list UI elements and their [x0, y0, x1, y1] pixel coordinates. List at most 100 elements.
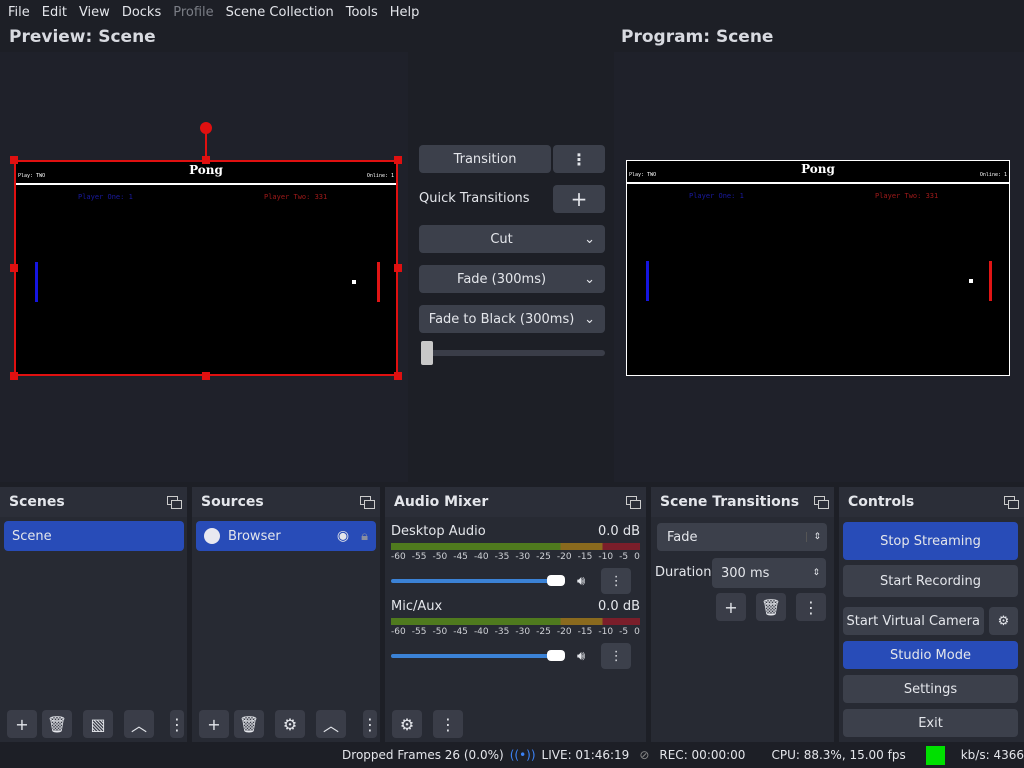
- resize-handle[interactable]: [202, 156, 210, 164]
- transition-options-button[interactable]: ⋮: [553, 145, 605, 173]
- exit-button[interactable]: Exit: [843, 709, 1018, 737]
- menu-scene-collection[interactable]: Scene Collection: [225, 4, 334, 20]
- duration-input[interactable]: 300 ms ⇕: [712, 558, 826, 588]
- source-item[interactable]: Browser ◉ 🔒︎: [196, 521, 376, 551]
- move-scene-up-button[interactable]: ︿: [124, 710, 154, 738]
- channel-menu-button[interactable]: ⋮: [601, 568, 632, 594]
- speaker-icon[interactable]: 🔊︎: [577, 573, 586, 589]
- quick-transition-cut[interactable]: Cut ⌄: [419, 225, 605, 253]
- filter-icon: ▧: [90, 714, 106, 734]
- meter-ticks: -60 -55 -50 -45 -40 -35 -30 -25 -20 -15 -10 -5 0: [391, 627, 640, 637]
- pong-score-p2: Player Two: 331: [875, 192, 939, 200]
- remove-transition-button[interactable]: 🗑: [756, 593, 786, 621]
- quick-transition-fade-black[interactable]: Fade to Black (300ms) ⌄: [419, 305, 605, 333]
- sources-more-button[interactable]: ⋮: [362, 710, 378, 738]
- resize-handle[interactable]: [10, 156, 18, 164]
- paddle-left: [35, 262, 38, 302]
- streaming-icon: ((•)): [509, 748, 536, 762]
- menu-tools[interactable]: Tools: [345, 4, 378, 20]
- virtual-camera-settings-button[interactable]: ⚙: [989, 607, 1018, 635]
- menu-profile[interactable]: Profile: [173, 4, 214, 20]
- menu-file[interactable]: File: [8, 4, 30, 20]
- volume-slider[interactable]: [391, 575, 565, 586]
- spin-icon[interactable]: ⇕: [812, 568, 820, 578]
- preview-title: Preview: Scene: [9, 27, 156, 47]
- rotation-handle[interactable]: [200, 122, 212, 134]
- add-quick-transition-button[interactable]: +: [553, 185, 605, 213]
- stop-streaming-button[interactable]: Stop Streaming: [843, 522, 1018, 560]
- source-properties-button[interactable]: ⚙: [275, 710, 305, 738]
- settings-button[interactable]: Settings: [843, 675, 1018, 703]
- undock-icon[interactable]: [167, 496, 182, 509]
- trash-icon: 🗑: [46, 714, 68, 734]
- eye-icon[interactable]: ◉: [336, 528, 350, 544]
- resize-handle[interactable]: [394, 264, 402, 272]
- audio-mixer-title: Audio Mixer: [394, 494, 489, 510]
- resize-handle[interactable]: [394, 372, 402, 380]
- menu-docks[interactable]: Docks: [121, 4, 162, 20]
- menu-view[interactable]: View: [78, 4, 110, 20]
- channel-menu-button[interactable]: ⋮: [601, 643, 632, 669]
- lock-icon[interactable]: 🔒︎: [361, 528, 368, 544]
- duration-label: Duration: [655, 565, 712, 580]
- plus-icon: +: [207, 714, 221, 734]
- remove-source-button[interactable]: 🗑: [234, 710, 264, 738]
- advanced-audio-button[interactable]: ⚙: [392, 710, 422, 738]
- transition-select[interactable]: Fade ⇕: [657, 523, 827, 551]
- menu-bar: File Edit View Docks Profile Scene Colle…: [0, 0, 1024, 24]
- status-bar: Dropped Frames 26 (0.0%) ((•)) LIVE: 01:…: [0, 742, 1024, 768]
- mixer-menu-button[interactable]: ⋮: [433, 710, 463, 738]
- pong-score-p1: Player One: 1: [78, 193, 133, 201]
- add-transition-button[interactable]: +: [716, 593, 746, 621]
- quick-transition-fade[interactable]: Fade (300ms) ⌄: [419, 265, 605, 293]
- paddle-right: [377, 262, 380, 302]
- pong-online: Online: 1: [366, 173, 394, 179]
- paddle-right: [989, 261, 992, 301]
- ball: [352, 280, 356, 284]
- undock-icon[interactable]: [360, 496, 375, 509]
- scene-item[interactable]: Scene: [4, 521, 184, 551]
- resize-handle[interactable]: [10, 372, 18, 380]
- more-vertical-icon: ⋮: [803, 597, 819, 617]
- start-virtual-camera-button[interactable]: Start Virtual Camera: [843, 607, 984, 635]
- transition-properties-button[interactable]: ⋮: [796, 593, 826, 621]
- scene-filters-button[interactable]: ▧: [83, 710, 113, 738]
- preview-source-browser[interactable]: Pong Play: TWO Online: 1 Player One: 1 P…: [14, 160, 398, 376]
- resize-handle[interactable]: [394, 156, 402, 164]
- mixer-channel: Desktop Audio 0.0 dB -60 -55 -50 -45 -40 -35 -3…: [391, 524, 640, 594]
- transition-selected: Fade: [667, 529, 698, 545]
- sources-title: Sources: [201, 494, 264, 510]
- scenes-more-button[interactable]: ⋮: [169, 710, 185, 738]
- more-vertical-icon: ⋮: [440, 714, 456, 734]
- add-scene-button[interactable]: +: [7, 710, 37, 738]
- transition-button[interactable]: Transition: [419, 145, 551, 173]
- t-bar-track[interactable]: [421, 350, 605, 356]
- bitrate: kb/s: 4366: [960, 748, 1024, 762]
- move-source-up-button[interactable]: ︿: [316, 710, 346, 738]
- sources-dock: Sources Browser ◉ 🔒︎ + 🗑 ⚙ ︿ ⋮: [192, 487, 380, 742]
- speaker-icon[interactable]: 🔊︎: [577, 648, 586, 664]
- undock-icon[interactable]: [1004, 496, 1019, 509]
- resize-handle[interactable]: [10, 264, 18, 272]
- rec-time: REC: 00:00:00: [659, 748, 746, 762]
- dropped-frames: Dropped Frames 26 (0.0%): [342, 748, 504, 762]
- menu-edit[interactable]: Edit: [41, 4, 67, 20]
- studio-mode-button[interactable]: Studio Mode: [843, 641, 1018, 669]
- gear-icon: ⚙: [282, 714, 298, 734]
- cpu-usage: CPU: 88.3%, 15.00 fps: [771, 748, 906, 762]
- volume-slider[interactable]: [391, 650, 565, 661]
- ball: [969, 279, 973, 283]
- remove-scene-button[interactable]: 🗑: [42, 710, 72, 738]
- chevron-down-icon: ⌄: [584, 311, 595, 327]
- globe-icon: [204, 528, 220, 544]
- more-vertical-icon: ⋮: [169, 714, 185, 734]
- t-bar-handle[interactable]: [421, 341, 433, 365]
- pong-player-tag: Play: TWO: [18, 173, 46, 179]
- start-recording-button[interactable]: Start Recording: [843, 565, 1018, 597]
- resize-handle[interactable]: [202, 372, 210, 380]
- undock-icon[interactable]: [814, 496, 829, 509]
- scene-transitions-dock: Scene Transitions Fade ⇕ Duration 300 ms ⇕…: [651, 487, 834, 742]
- undock-icon[interactable]: [626, 496, 641, 509]
- add-source-button[interactable]: +: [199, 710, 229, 738]
- menu-help[interactable]: Help: [389, 4, 420, 20]
